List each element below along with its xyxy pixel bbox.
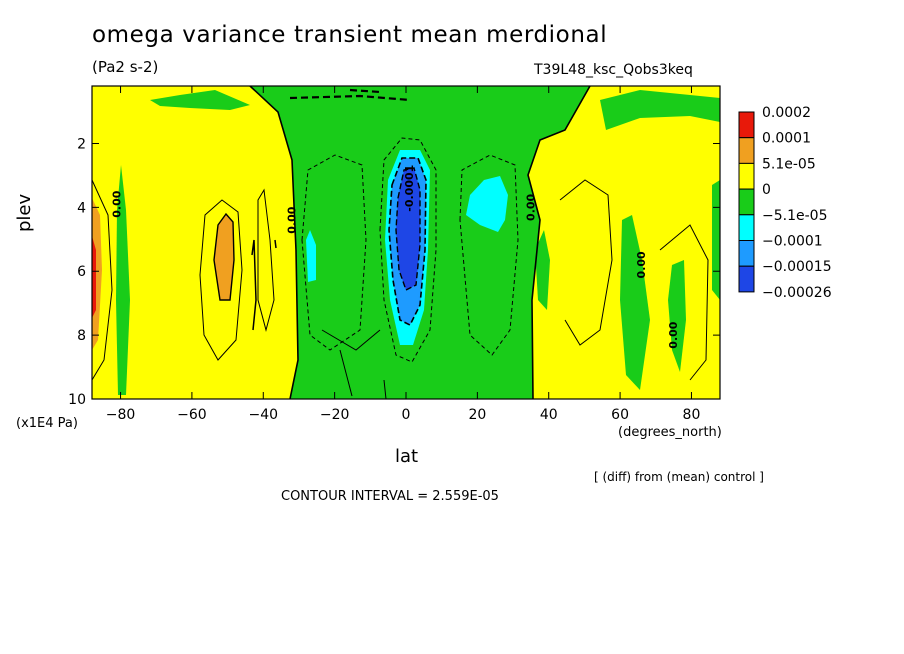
contour-fills xyxy=(92,86,720,399)
contour-neg-dashed-4 xyxy=(388,157,427,327)
x-tick-label: 40 xyxy=(540,407,558,423)
x-units-label: (degrees_north) xyxy=(618,425,722,440)
colorbar-label: 5.1e-05 xyxy=(762,156,816,172)
contour-small-1 xyxy=(251,239,257,331)
x-tick-label: 80 xyxy=(683,407,701,423)
fill-top-right-green xyxy=(600,90,720,130)
contour-neg-dashed-2 xyxy=(459,154,519,356)
colorbar-label: −5.1e-05 xyxy=(762,208,827,224)
fill-equator-core-blue xyxy=(396,168,420,290)
fill-lat23-cyan xyxy=(466,176,508,232)
x-tick-label: −40 xyxy=(248,407,278,423)
x-tick-label: −60 xyxy=(177,407,207,423)
fill-lat-minus30-cyan xyxy=(306,230,316,282)
contour-small-4 xyxy=(339,349,387,399)
fill-top-left-green xyxy=(150,90,250,110)
colorbar-swatch xyxy=(738,137,755,164)
y-axis: 2 4 6 8 10 xyxy=(68,136,720,408)
contour-neg-dashed-5 xyxy=(395,167,421,291)
contour-zero-tropical xyxy=(249,86,591,399)
fill-band-minus80 xyxy=(116,165,130,395)
x-tick-label: 60 xyxy=(611,407,629,423)
colorbar-swatch xyxy=(738,214,755,242)
contour-top-squiggle xyxy=(289,88,411,102)
x-tick-label: 20 xyxy=(468,407,486,423)
chart-title: omega variance transient mean merdional xyxy=(92,22,608,48)
y-tick-label: 6 xyxy=(77,264,86,280)
colorbar-label: −0.00015 xyxy=(762,259,832,275)
colorbar-swatch xyxy=(738,188,755,216)
contour-pos-2 xyxy=(213,212,235,301)
x-tick-label: −80 xyxy=(106,407,136,423)
contour-small-3 xyxy=(321,329,381,351)
contour-label: 0.00 xyxy=(524,193,537,220)
contour-right-2 xyxy=(659,224,709,381)
y-tick-label: 2 xyxy=(77,136,86,152)
colorbar-label: 0 xyxy=(762,182,771,198)
contour-pos-1 xyxy=(199,199,243,361)
x-axis: −80 −60 −40 −20 0 20 40 60 80 xyxy=(106,86,701,423)
fill-lat-minus50-orange xyxy=(214,214,234,300)
contour-right-1 xyxy=(559,179,613,346)
colorbar-swatch xyxy=(738,265,755,293)
colorbar-label: 0.0002 xyxy=(762,105,811,121)
diff-note: [ (diff) from (mean) control ] xyxy=(594,470,764,484)
x-axis-label: lat xyxy=(395,446,419,467)
colorbar-swatch xyxy=(738,240,755,267)
colorbar-label: 0.0001 xyxy=(762,131,811,147)
y-tick-label: 4 xyxy=(77,200,86,216)
contour-interval-label: CONTOUR INTERVAL = 2.559E-05 xyxy=(281,489,499,504)
contour-label: 0.00 xyxy=(285,206,298,233)
contour-labels: 0.00 0.00 -0.0001 0.00 0.00 0.00 xyxy=(111,165,681,349)
contour-small-2 xyxy=(274,239,277,249)
contour-left-edge xyxy=(92,179,113,381)
colorbar-swatch xyxy=(738,111,755,139)
colorbar-swatch xyxy=(738,162,755,190)
fill-band-65 xyxy=(620,215,650,390)
contour-pos-3 xyxy=(257,188,275,332)
contour-lines xyxy=(92,86,709,399)
y-tick-label: 10 xyxy=(68,392,86,408)
fill-left-edge-red xyxy=(92,236,96,318)
fill-band-75 xyxy=(668,260,686,372)
colorbar-label: −0.00026 xyxy=(762,285,832,301)
contour-label: 0.00 xyxy=(635,251,648,278)
y-units-label: (x1E4 Pa) xyxy=(16,416,78,431)
contour-label: 0.00 xyxy=(111,190,124,217)
units-label: (Pa2 s-2) xyxy=(92,58,159,76)
colorbar: 0.0002 0.0001 5.1e-05 0 −5.1e-05 −0.0001 −0.00… xyxy=(738,105,832,301)
contour-label: -0.0001 xyxy=(403,165,416,212)
fill-right-edge-green xyxy=(712,180,720,300)
contour-label: 0.00 xyxy=(667,321,680,348)
x-tick-label: 0 xyxy=(402,407,411,423)
contour-neg-dashed-1 xyxy=(301,154,367,351)
y-tick-label: 8 xyxy=(77,328,86,344)
fill-band-35 xyxy=(535,230,550,310)
colorbar-label: −0.0001 xyxy=(762,234,823,250)
x-tick-label: −20 xyxy=(320,407,350,423)
y-axis-label: plev xyxy=(14,193,35,232)
run-label: T39L48_ksc_Qobs3keq xyxy=(534,62,693,78)
